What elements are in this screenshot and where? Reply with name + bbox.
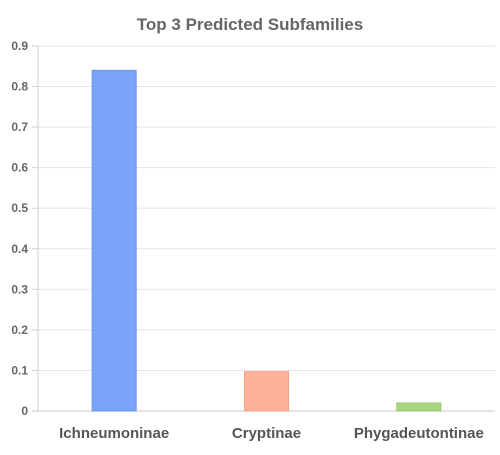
- x-category-labels: Ichneumoninae Cryptinae Phygadeutontinae: [59, 425, 484, 442]
- y-tick-label: 0.1: [11, 363, 28, 377]
- y-tick-label: 0.8: [11, 80, 28, 94]
- chart-title: Top 3 Predicted Subfamilies: [137, 15, 363, 34]
- x-category-label: Phygadeutontinae: [354, 425, 484, 442]
- bar: [91, 69, 137, 412]
- y-tick-label: 0.6: [11, 161, 28, 175]
- bars: [91, 69, 442, 412]
- y-tick-label: 0.7: [11, 120, 28, 134]
- y-tick-label: 0.3: [11, 282, 28, 296]
- y-tick-labels: 0 0.1 0.2 0.3 0.4 0.5 0.6 0.7 0.8 0.9: [11, 39, 28, 418]
- y-tick-label: 0.5: [11, 201, 28, 215]
- y-tick-label: 0: [21, 404, 28, 418]
- bar: [244, 371, 289, 412]
- x-category-label: Cryptinae: [232, 425, 301, 442]
- x-category-label: Ichneumoninae: [59, 425, 169, 442]
- bar: [396, 402, 442, 412]
- y-tick-label: 0.9: [11, 39, 28, 53]
- y-tick-label: 0.2: [11, 323, 28, 337]
- y-tick-label: 0.4: [11, 242, 28, 256]
